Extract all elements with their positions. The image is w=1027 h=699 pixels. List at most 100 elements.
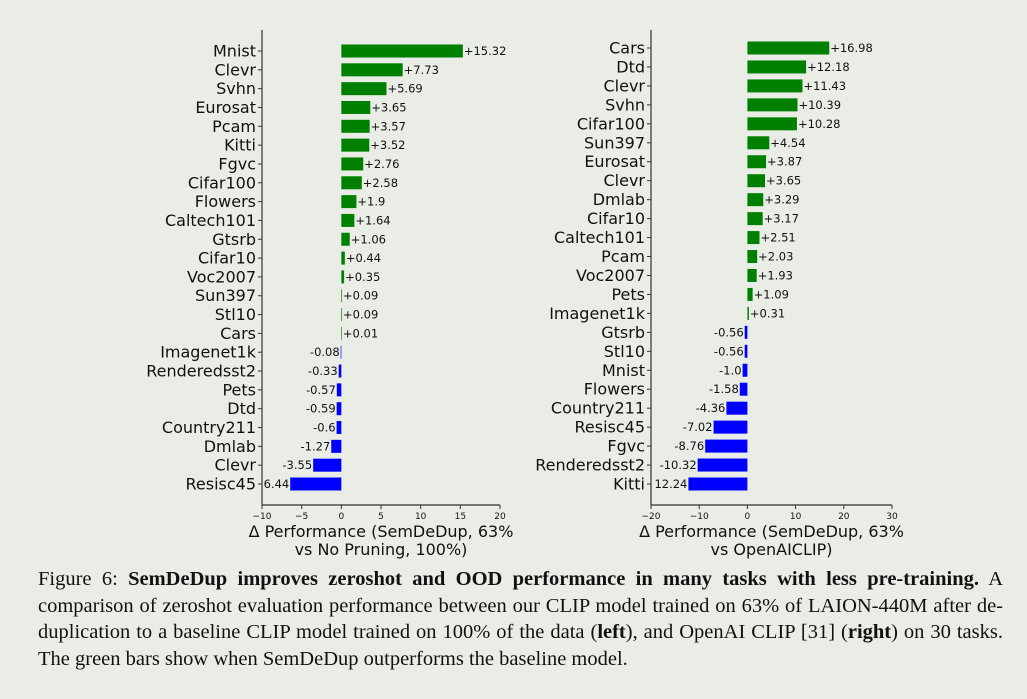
- data-label: +11.43: [803, 79, 846, 93]
- category-label: Cifar100: [577, 114, 645, 133]
- data-label: -0.56: [714, 344, 744, 358]
- x-tick-label: 0: [338, 512, 344, 522]
- data-label: +3.57: [371, 119, 406, 133]
- bar: [747, 268, 757, 282]
- x-tick-label: 10: [415, 512, 427, 522]
- x-tick-label: 0: [745, 512, 751, 522]
- x-tick-label: 10: [790, 512, 802, 522]
- category-label: Flowers: [584, 380, 645, 399]
- category-label: Imagenet1k: [549, 304, 646, 323]
- x-axis-label: Δ Performance (SemDeDup, 63%: [639, 522, 904, 541]
- category-label: Resisc45: [574, 418, 645, 437]
- data-label: -3.55: [282, 458, 312, 472]
- category-label: Svhn: [605, 95, 645, 114]
- data-label: +7.73: [404, 63, 439, 77]
- category-label: Stl10: [215, 305, 256, 324]
- bar: [340, 345, 342, 359]
- bar: [747, 193, 764, 207]
- category-label: Voc2007: [576, 266, 645, 285]
- data-label: +10.39: [798, 98, 841, 112]
- category-label: Dtd: [227, 399, 256, 418]
- figure-charts: Mnist +15.32 Clevr +7.73 Svhn +5.69 Eurosat +3.…: [146, 30, 904, 559]
- data-label: +5.69: [387, 82, 422, 96]
- category-label: Resisc45: [185, 475, 256, 494]
- bar: [747, 155, 767, 169]
- category-label: Dmlab: [593, 190, 645, 209]
- data-label: +2.58: [363, 176, 398, 190]
- category-label: Eurosat: [584, 152, 645, 171]
- x-tick-label: −5: [295, 512, 308, 522]
- category-label: Renderedsst2: [146, 362, 256, 381]
- caption-prefix: Figure 6:: [38, 568, 129, 590]
- bar: [290, 477, 342, 491]
- x-tick-label: 20: [494, 512, 506, 522]
- category-label: Cars: [220, 324, 256, 343]
- data-label: +3.65: [371, 100, 406, 114]
- bar: [747, 117, 797, 131]
- category-label: Country211: [162, 418, 256, 437]
- bar: [313, 458, 342, 472]
- category-label: Country211: [551, 399, 645, 418]
- data-label: -1.27: [300, 439, 330, 453]
- bar: [747, 98, 798, 112]
- data-label: 12.24: [654, 477, 687, 491]
- category-label: Kitti: [613, 475, 645, 494]
- data-label: -0.6: [313, 421, 335, 435]
- bar: [713, 420, 748, 434]
- bar: [747, 79, 803, 93]
- bar: [747, 41, 830, 55]
- bar: [341, 289, 343, 303]
- x-tick-label: −10: [690, 512, 709, 522]
- data-label: +1.64: [355, 213, 390, 227]
- caption-bold: SemDeDup improves zeroshot and OOD perfo…: [128, 568, 980, 590]
- category-label: Imagenet1k: [160, 343, 257, 362]
- caption-text-3: ) on 30 tasks. The green bars show when …: [38, 621, 1003, 670]
- category-label: Caltech101: [165, 211, 256, 230]
- category-label: Sun397: [195, 286, 256, 305]
- category-label: Mnist: [213, 42, 256, 61]
- bar: [341, 82, 387, 96]
- bar: [341, 326, 342, 340]
- data-label: +1.09: [754, 287, 789, 301]
- x-tick-label: −20: [642, 512, 661, 522]
- bar: [341, 119, 370, 133]
- category-label: Pets: [222, 380, 256, 399]
- bar: [338, 364, 342, 378]
- category-label: Dmlab: [204, 437, 256, 456]
- bar: [705, 439, 748, 453]
- bar: [336, 383, 342, 397]
- bar: [747, 306, 749, 320]
- bar: [341, 308, 343, 322]
- data-label: +12.18: [807, 60, 850, 74]
- category-label: Gtsrb: [601, 323, 645, 342]
- bar: [697, 458, 748, 472]
- category-label: Gtsrb: [212, 230, 256, 249]
- data-label: +0.44: [346, 251, 381, 265]
- data-label: +2.76: [364, 157, 399, 171]
- data-label: -10.32: [660, 458, 697, 472]
- bar: [747, 287, 753, 301]
- bar: [336, 402, 342, 416]
- category-label: Clevr: [214, 456, 256, 475]
- x-tick-label: −10: [253, 512, 272, 522]
- bar: [747, 136, 770, 150]
- bar: [744, 344, 748, 358]
- bar: [747, 212, 763, 226]
- figure-caption: Figure 6: SemDeDup improves zeroshot and…: [38, 566, 1003, 672]
- data-label: +0.01: [343, 326, 378, 340]
- category-label: Voc2007: [187, 267, 256, 286]
- data-label: +3.87: [767, 155, 802, 169]
- category-label: Fgvc: [607, 437, 645, 456]
- category-label: Stl10: [604, 342, 645, 361]
- category-label: Cifar10: [587, 209, 645, 228]
- bar: [341, 270, 345, 284]
- data-label: +0.09: [343, 308, 378, 322]
- bar: [341, 213, 355, 227]
- caption-left: left: [597, 621, 626, 643]
- x-tick-label: 30: [886, 512, 898, 522]
- x-axis-label: vs No Pruning, 100%): [295, 540, 468, 559]
- data-label: -4.36: [696, 401, 726, 415]
- bar: [341, 138, 370, 152]
- bar: [331, 439, 342, 453]
- category-label: Sun397: [584, 133, 645, 152]
